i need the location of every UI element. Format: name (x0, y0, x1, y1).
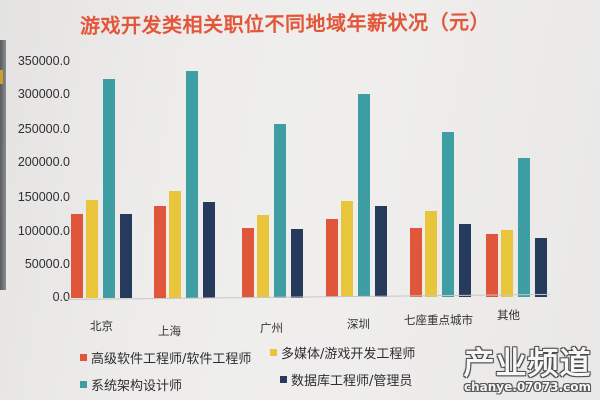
legend-item: 高级软件工程师/软件工程师 (80, 348, 251, 367)
plot-area (66, 40, 550, 298)
y-axis: 0.0 50000.0 100000.0 150000.0 200000.0 250000… (0, 0, 72, 320)
legend-label: 多媒体/游戏开发工程师 (281, 347, 416, 362)
watermark-logo: 产业频道 chanye.07073.com (455, 348, 600, 400)
x-category-label: 广州 (260, 321, 283, 335)
bar (341, 200, 353, 298)
y-tick-label: 350000.0 (17, 54, 70, 68)
bar (274, 123, 286, 298)
bar (459, 224, 471, 297)
y-tick-label: 50000.0 (24, 257, 70, 271)
bar (203, 202, 215, 298)
bar (375, 205, 387, 298)
bar (103, 78, 115, 298)
bar (86, 200, 98, 298)
page-edge-accent (0, 70, 3, 84)
bar (501, 230, 513, 297)
bar (326, 219, 338, 298)
x-category-label: 其他 (497, 308, 520, 322)
x-category-label: 深圳 (347, 317, 370, 331)
x-category-label: 上海 (158, 324, 181, 338)
legend-item: 多媒体/游戏开发工程师 (270, 343, 415, 362)
bar (442, 131, 454, 297)
bar (358, 94, 370, 298)
y-tick-label: 150000.0 (17, 190, 70, 204)
bar (425, 211, 437, 297)
bar (186, 70, 198, 298)
bar (410, 227, 422, 297)
page-edge-shadow (0, 40, 6, 290)
bar (71, 214, 83, 298)
bar (291, 228, 303, 298)
bar-group (154, 40, 218, 298)
legend-swatch-icon (270, 349, 277, 356)
bar (257, 215, 269, 298)
watermark-url: chanye.07073.com (464, 380, 591, 394)
x-category-label: 北京 (90, 319, 113, 333)
legend-label: 数据库工程师/管理员 (291, 374, 413, 389)
y-tick-label: 300000.0 (17, 87, 70, 101)
watermark-main: 产业频道 (463, 346, 592, 382)
legend-label: 系统架构设计师 (91, 379, 183, 394)
bar-group (242, 40, 306, 298)
chart-title: 游戏开发类相关职位不同地域年薪状况（元） (79, 9, 491, 38)
bar-group (71, 40, 135, 298)
legend-swatch-icon (280, 376, 287, 383)
y-tick-label: 100000.0 (17, 224, 70, 238)
bar (242, 228, 254, 298)
bar (169, 191, 181, 298)
bar-group (486, 40, 550, 298)
legend-swatch-icon (80, 381, 87, 388)
x-category-label: 七座重点城市 (404, 313, 473, 327)
bar (535, 238, 547, 297)
legend-swatch-icon (80, 354, 87, 361)
bar-group (410, 40, 474, 298)
y-tick-label: 250000.0 (17, 122, 70, 136)
bar (518, 157, 530, 297)
bar (154, 206, 166, 298)
legend-item: 系统架构设计师 (80, 375, 182, 394)
legend-label: 高级软件工程师/软件工程师 (91, 352, 252, 367)
bar-group (326, 40, 390, 298)
y-tick-label: 0.0 (52, 290, 70, 304)
legend-item: 数据库工程师/管理员 (280, 370, 412, 389)
bar (120, 214, 132, 298)
bar (486, 234, 498, 297)
y-tick-label: 200000.0 (17, 155, 70, 169)
